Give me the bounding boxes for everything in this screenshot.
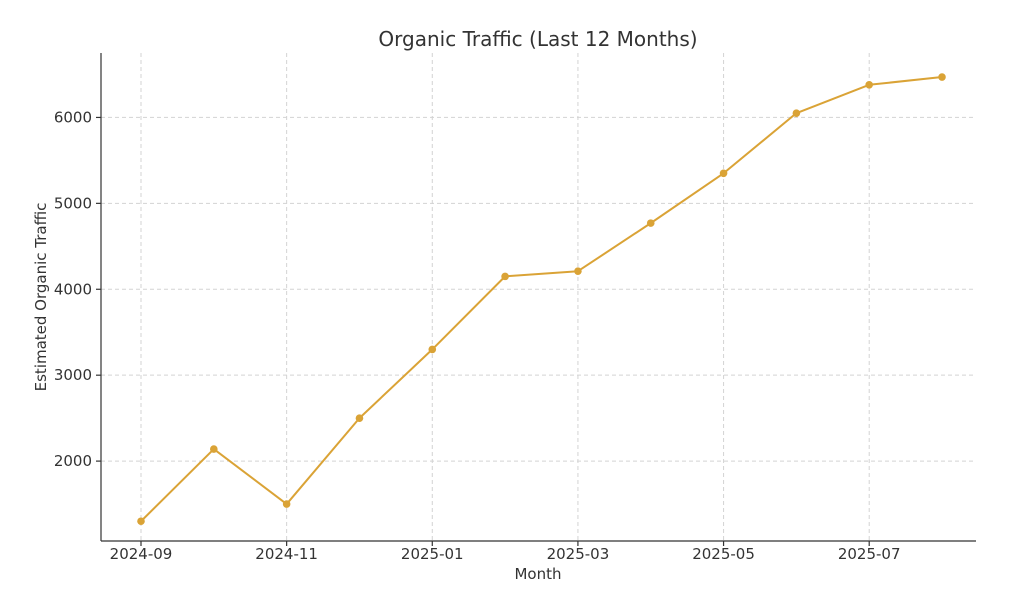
- data-point: [792, 109, 801, 117]
- grid: [101, 53, 976, 541]
- x-tick-label: 2025-05: [692, 545, 755, 563]
- x-tick-label: 2025-01: [401, 545, 464, 563]
- data-point: [865, 80, 873, 89]
- data-point: [137, 517, 145, 526]
- y-tick-label: 2000: [54, 452, 92, 470]
- y-tick-label: 3000: [54, 366, 92, 384]
- data-point: [646, 219, 655, 227]
- y-tick-label: 5000: [54, 194, 92, 212]
- chart-title: Organic Traffic (Last 12 Months): [378, 27, 697, 51]
- data-point: [428, 345, 437, 354]
- data-point: [282, 500, 291, 508]
- data-point: [355, 414, 364, 422]
- data-point: [938, 73, 946, 81]
- axes: [100, 53, 976, 542]
- x-tick-label: 2025-03: [547, 545, 610, 563]
- data-point: [574, 267, 582, 276]
- x-tick-label: 2024-09: [110, 545, 173, 563]
- ticks: 2000 3000 4000 5000 6000 2024-09 2024-11 2025-0…: [54, 108, 901, 563]
- x-tick-label: 2024-11: [255, 545, 318, 563]
- y-tick-label: 6000: [54, 108, 92, 126]
- x-axis-label: Month: [514, 565, 561, 583]
- series: [137, 73, 946, 526]
- x-tick-label: 2025-07: [838, 545, 901, 563]
- y-axis-label: Estimated Organic Traffic: [32, 203, 50, 392]
- data-point: [501, 272, 509, 281]
- data-point: [210, 445, 218, 453]
- y-tick-label: 4000: [54, 280, 92, 298]
- data-point: [719, 169, 728, 178]
- series-line: [140, 76, 943, 522]
